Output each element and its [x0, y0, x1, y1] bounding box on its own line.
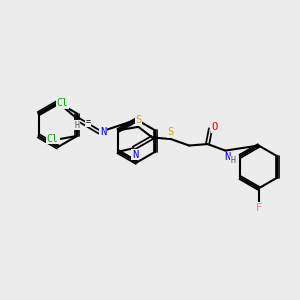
Text: N: N [224, 152, 230, 162]
Text: O: O [212, 122, 218, 132]
Text: =: = [86, 117, 91, 126]
Text: F: F [256, 203, 262, 213]
Text: S: S [168, 128, 174, 137]
Text: N: N [132, 150, 138, 160]
Text: Cl: Cl [46, 134, 58, 144]
Text: Cl: Cl [56, 98, 68, 108]
Text: N: N [100, 127, 106, 136]
Text: S: S [135, 115, 141, 125]
Text: H: H [230, 157, 235, 166]
Text: H: H [75, 121, 80, 130]
